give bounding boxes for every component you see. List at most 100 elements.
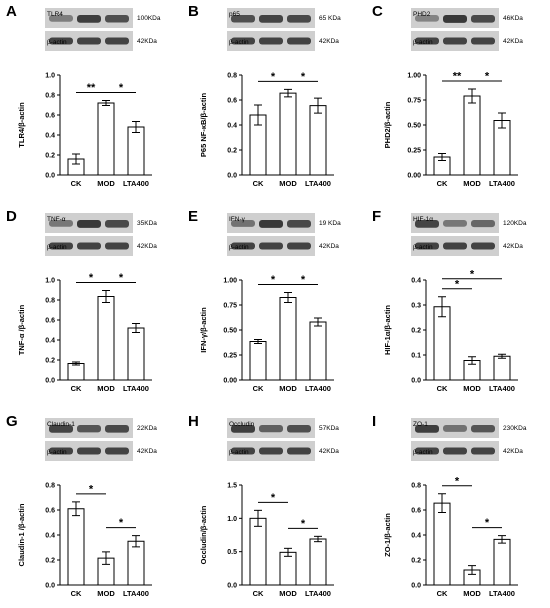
blot-band-control [105,37,129,45]
bar [433,306,451,381]
y-tick-label: 0.2 [45,153,55,160]
category-label: LTA400 [305,589,331,598]
blot-band-control [415,242,439,250]
category-label: CK [71,179,82,188]
category-label: MOD [463,179,481,188]
panel-letter: G [6,413,18,430]
y-tick-label: 0.2 [227,148,237,155]
blot-target-label: HIF-1α [413,216,433,223]
category-label: LTA400 [123,179,149,188]
significance-star: * [119,82,124,94]
category-label: MOD [97,384,115,393]
category-label: CK [437,179,448,188]
category-label: CK [253,179,264,188]
blot-control-kda: 42KDa [137,243,157,250]
category-label: MOD [463,384,481,393]
y-tick-label: 0.3 [411,303,421,310]
blot-band-target [231,220,255,227]
blot-band-target [415,220,439,228]
y-tick-label: 0.6 [227,98,237,105]
blot-band-target [259,425,283,433]
blot-band-target [105,425,129,433]
y-tick-label: 0.50 [223,328,237,335]
blot-band-control [287,37,311,45]
y-tick-label: 0.6 [411,508,421,515]
blot-target-label: IFN-γ [229,216,246,223]
blot-target-kda: 100KDa [137,15,161,22]
y-tick-label: 0.4 [227,123,237,130]
y-tick-label: 0.2 [411,558,421,565]
significance-star: * [470,268,475,280]
significance-star: ** [87,82,96,94]
significance-star: * [271,71,276,83]
panel-a: A TLR4 100KDa β-actin 42KDa 0.0 0.2 0.4 0.6 0.8 1.… [6,3,161,188]
y-tick-label: 1.00 [407,73,421,80]
blot-band-control [443,242,467,250]
y-tick-label: 0.6 [45,318,55,325]
y-tick-label: 0.0 [227,583,237,590]
blot-band-target [105,15,129,23]
blot-band-target [77,425,101,433]
panel-letter: B [188,3,199,20]
blot-band-control [105,242,129,250]
blot-band-target [471,425,495,433]
bar [493,538,511,586]
category-label: CK [253,384,264,393]
bar [67,363,85,381]
significance-star: * [455,278,460,290]
blot-band-control [49,37,73,45]
blot-target-label: PHD2 [413,11,431,18]
category-label: LTA400 [489,384,515,393]
bar [127,126,145,176]
bar [97,102,115,176]
blot-control-kda: 42KDa [137,448,157,455]
category-label: CK [253,589,264,598]
blot-band-control [415,37,439,45]
blot-band-control [231,447,255,455]
category-label: CK [437,589,448,598]
bar [309,105,327,176]
blot-target-kda: 230KDa [503,425,527,432]
bar [127,327,145,381]
y-tick-label: 1.00 [223,278,237,285]
y-tick-label: 0.6 [45,508,55,515]
blot-control-label: β-actin [229,39,249,46]
blot-target-label: TLR4 [47,11,63,18]
blot-band-target [105,220,129,228]
y-tick-label: 1.0 [227,516,237,523]
y-tick-label: 0.0 [411,378,421,385]
blot-band-target [287,15,311,23]
significance-star: * [271,492,276,504]
blot-band-target [471,220,495,228]
y-tick-label: 0.4 [411,278,421,285]
panel-letter: H [188,413,199,430]
blot-control-label: β-actin [413,39,433,46]
blot-band-control [105,447,129,455]
category-label: CK [71,589,82,598]
blot-band-control [259,37,283,45]
y-tick-label: 0.75 [407,98,421,105]
category-label: MOD [97,179,115,188]
blot-band-control [471,37,495,45]
bar [433,502,451,586]
panel-letter: A [6,3,17,20]
y-tick-label: 0.0 [411,583,421,590]
category-label: CK [71,384,82,393]
y-tick-label: 0.8 [227,73,237,80]
blot-band-target [415,15,439,22]
category-label: MOD [279,589,297,598]
blot-band-target [415,425,439,433]
panel-c: C PHD2 46KDa β-actin 42KDa 0.00 0.25 0.50 0.75 1.… [372,3,523,188]
category-label: MOD [279,179,297,188]
blot-control-kda: 42KDa [503,448,523,455]
y-tick-label: 1.5 [227,483,237,490]
blot-band-control [471,447,495,455]
blot-control-label: β-actin [229,449,249,456]
significance-star: * [301,518,306,530]
y-tick-label: 0.2 [45,358,55,365]
y-tick-label: 0.8 [45,93,55,100]
blot-band-control [415,447,439,455]
blot-band-target [231,15,255,23]
y-tick-label: 0.0 [227,173,237,180]
